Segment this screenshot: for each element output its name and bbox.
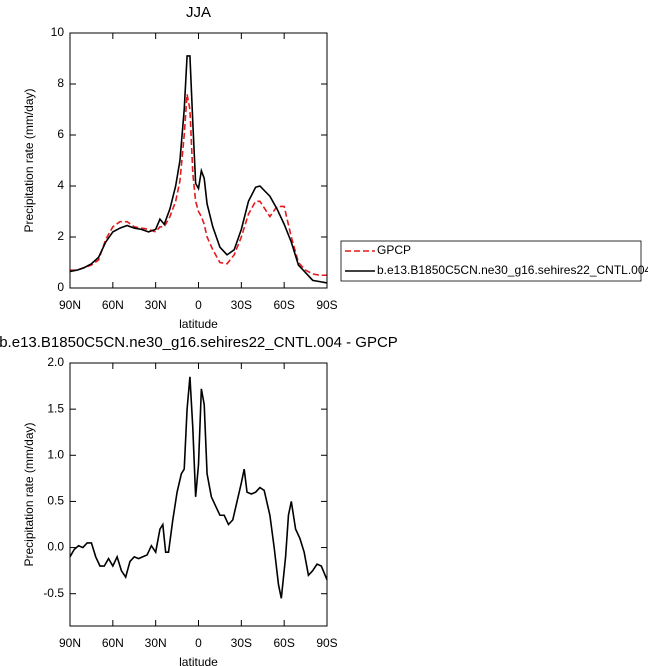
y-tick-label: 10 bbox=[51, 25, 65, 39]
x-tick-label: 30S bbox=[231, 636, 252, 650]
x-axis-label: latitude bbox=[179, 655, 218, 666]
legend-label: b.e13.B1850C5CN.ne30_g16.sehires22_CNTL.… bbox=[377, 263, 648, 277]
x-tick-label: 90S bbox=[316, 298, 337, 312]
x-tick-label: 90N bbox=[59, 636, 81, 650]
data-line bbox=[69, 55, 328, 284]
y-tick-label: 1.5 bbox=[47, 401, 64, 415]
x-tick-label: 60S bbox=[273, 298, 294, 312]
y-tick-label: 0.5 bbox=[47, 494, 64, 508]
x-tick-label: 30S bbox=[231, 298, 252, 312]
legend-label: GPCP bbox=[377, 243, 411, 257]
y-tick-label: 0.0 bbox=[47, 540, 64, 554]
x-tick-label: 0 bbox=[195, 636, 202, 650]
legend-box bbox=[340, 240, 642, 282]
y-axis-label: Precipitation rate (mm/day) bbox=[22, 422, 36, 566]
y-tick-label: 1.0 bbox=[47, 447, 64, 461]
y-tick-label: 4 bbox=[57, 178, 64, 192]
plot-frame bbox=[69, 362, 328, 627]
x-tick-label: 60N bbox=[102, 298, 124, 312]
x-tick-label: 30N bbox=[145, 298, 167, 312]
data-line bbox=[69, 376, 328, 599]
x-tick-label: 60N bbox=[102, 636, 124, 650]
x-tick-label: 0 bbox=[195, 298, 202, 312]
y-tick-label: -0.5 bbox=[43, 586, 64, 600]
chart-title: JJA bbox=[186, 4, 211, 21]
y-tick-label: 2.0 bbox=[47, 355, 64, 369]
y-tick-label: 2 bbox=[57, 229, 64, 243]
x-axis-label: latitude bbox=[179, 317, 218, 331]
plot-frame bbox=[69, 32, 328, 289]
y-tick-label: 8 bbox=[57, 76, 64, 90]
chart-title: b.e13.B1850C5CN.ne30_g16.sehires22_CNTL.… bbox=[0, 334, 398, 351]
x-tick-label: 90N bbox=[59, 298, 81, 312]
y-tick-label: 0 bbox=[57, 280, 64, 294]
x-tick-label: 60S bbox=[273, 636, 294, 650]
y-axis-label: Precipitation rate (mm/day) bbox=[22, 88, 36, 232]
x-tick-label: 90S bbox=[316, 636, 337, 650]
y-tick-label: 6 bbox=[57, 127, 64, 141]
x-tick-label: 30N bbox=[145, 636, 167, 650]
